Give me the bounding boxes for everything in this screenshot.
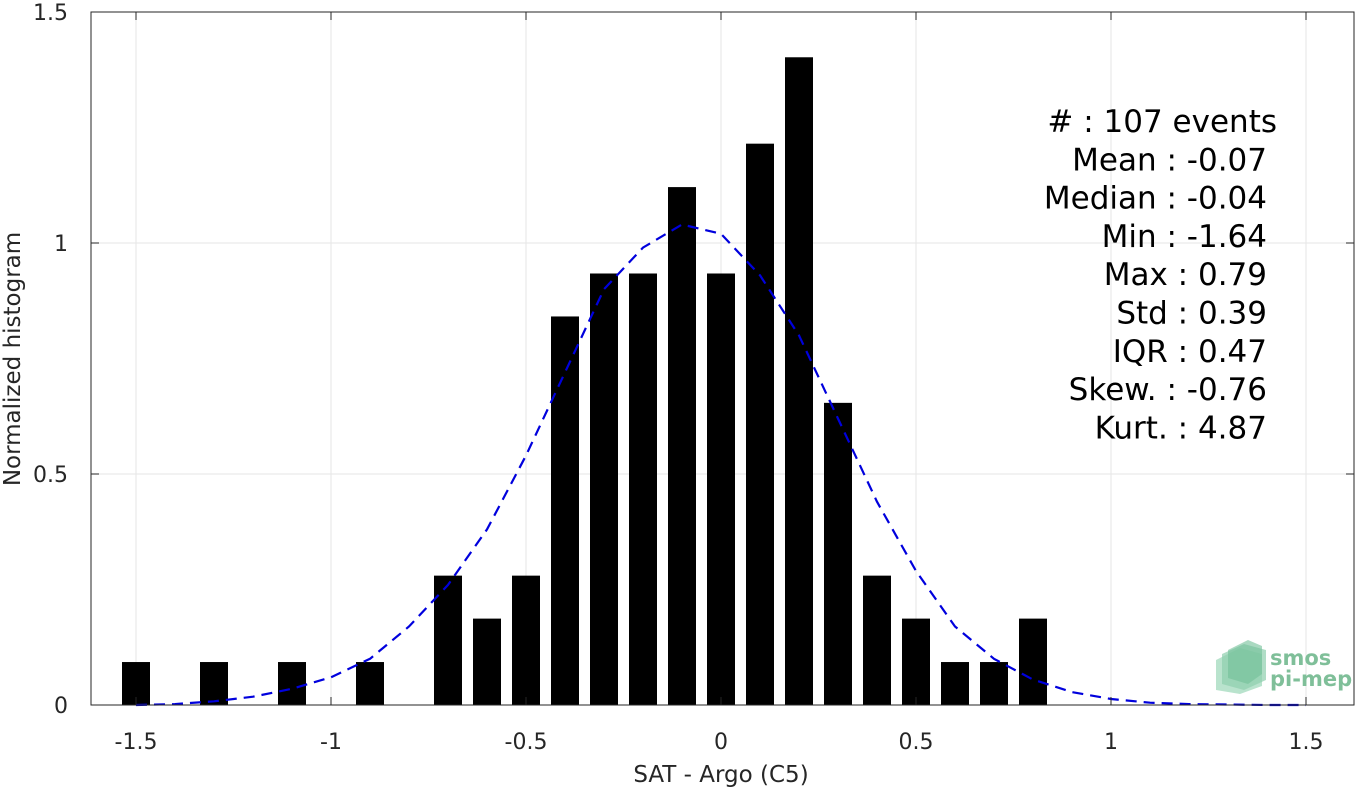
x-tick-labels: -1.5 -1 -0.5 0 0.5 1 1.5 [115,730,1324,755]
histogram-bar-3 [356,662,384,705]
logo-text-smos: smos [1270,646,1331,670]
histogram-bar-13 [785,57,813,705]
histogram-bar-2 [278,662,306,705]
stats-line-0: # : 107 events [1047,104,1277,140]
histogram-bar-10 [668,187,696,705]
histogram-bar-4 [434,575,462,705]
stats-line-6: IQR : 0.47 [1113,334,1267,370]
stats-line-7: Skew. : -0.76 [1069,372,1267,408]
histogram-bar-6 [512,575,540,705]
logo-mark-icon [1216,640,1266,694]
x-tick-label-6: 1.5 [1289,730,1324,755]
x-tick-label-3: 0 [714,730,728,755]
x-tick-label-2: -0.5 [505,730,548,755]
histogram-bar-16 [902,618,930,705]
x-tick-label-1: -1 [320,730,342,755]
y-tick-label-2: 1 [54,232,68,257]
smos-pi-mep-logo: smos pi-mep [1216,640,1352,694]
y-tick-labels: 0 0.5 1 1.5 [33,1,68,719]
y-tick-label-3: 1.5 [33,1,68,26]
stats-line-8: Kurt. : 4.87 [1095,410,1267,446]
histogram-bar-7 [551,316,579,705]
stats-line-3: Min : -1.64 [1102,219,1267,255]
stats-line-5: Std : 0.39 [1116,296,1267,332]
x-tick-label-0: -1.5 [115,730,158,755]
x-tick-label-4: 0.5 [899,730,934,755]
x-tick-label-5: 1 [1104,730,1118,755]
stats-line-1: Mean : -0.07 [1072,142,1267,178]
histogram-bar-19 [1019,618,1047,705]
logo-text-pi-mep: pi-mep [1270,667,1352,691]
x-axis-label: SAT - Argo (C5) [633,762,808,787]
histogram-bar-17 [941,662,969,705]
histogram-bar-9 [629,273,657,705]
y-tick-label-0: 0 [54,694,68,719]
stats-line-2: Median : -0.04 [1044,181,1267,217]
histogram-bars [122,57,1047,706]
histogram-bar-11 [707,273,735,705]
histogram-bar-18 [980,662,1008,705]
histogram-bar-5 [473,618,501,705]
plot-axes [90,11,1355,706]
histogram-bar-15 [863,575,891,705]
y-tick-label-1: 0.5 [33,463,68,488]
plot-frame [90,11,1355,706]
histogram-bar-8 [590,273,618,705]
stats-line-4: Max : 0.79 [1104,257,1267,293]
histogram-bar-12 [746,143,774,706]
histogram-bar-1 [200,662,228,705]
y-axis-label: Normalized histogram [0,232,26,486]
histogram-bar-14 [824,402,852,705]
